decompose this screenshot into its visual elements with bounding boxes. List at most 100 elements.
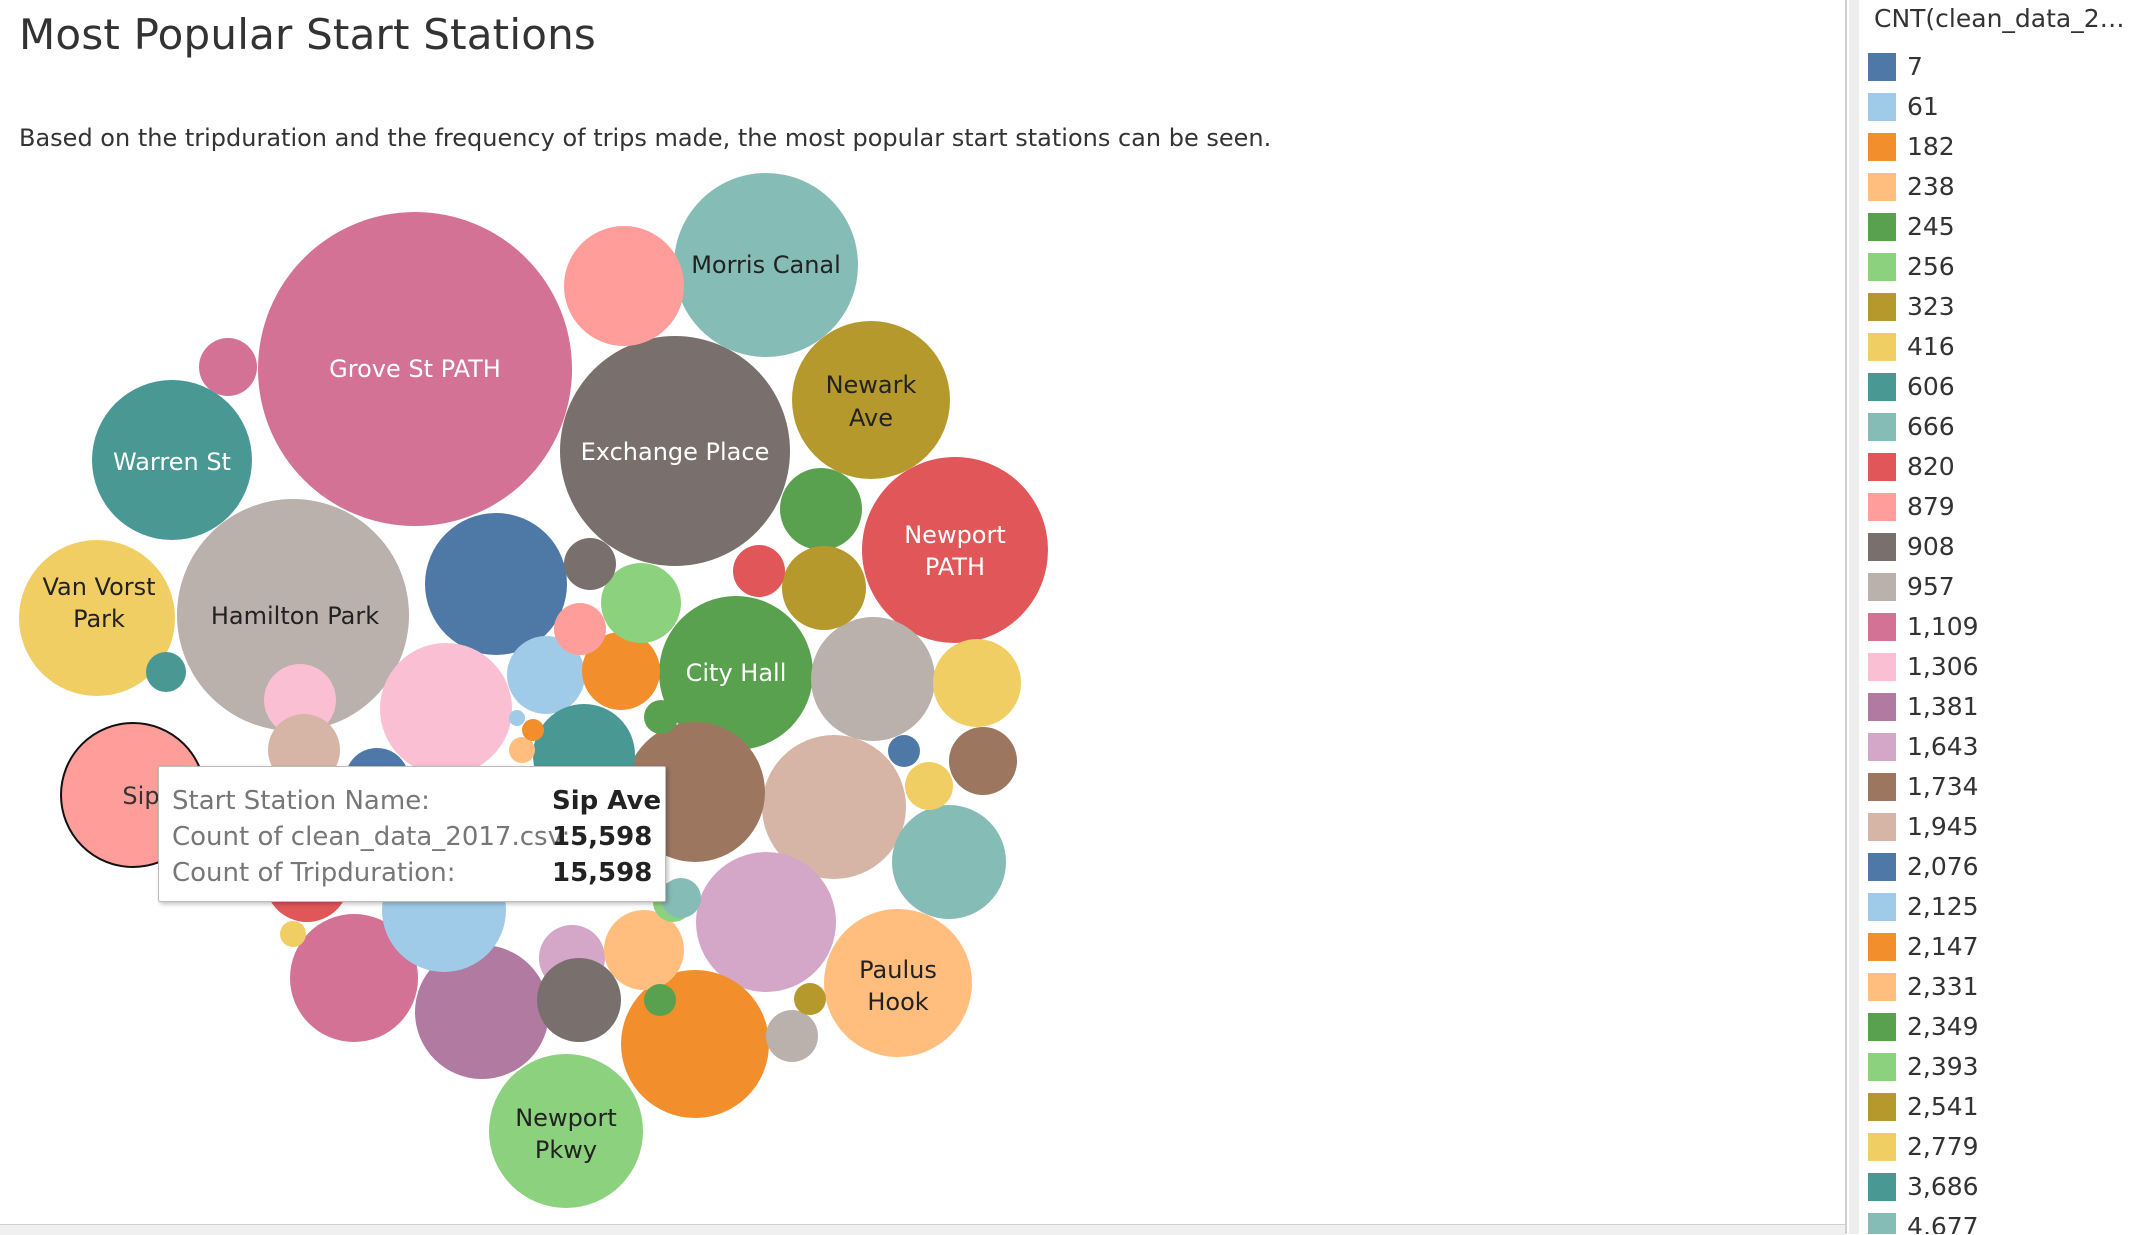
legend-swatch bbox=[1868, 133, 1896, 161]
legend-label: 2,125 bbox=[1907, 892, 1979, 921]
bubble-exchange-place[interactable] bbox=[560, 336, 790, 566]
legend-label: 1,643 bbox=[1907, 732, 1979, 761]
legend-label: 1,381 bbox=[1907, 692, 1979, 721]
legend-swatch bbox=[1868, 1053, 1896, 1081]
bubble-label: Hook bbox=[867, 988, 928, 1016]
bubble-label: Newport bbox=[904, 521, 1006, 549]
bubble[interactable] bbox=[811, 617, 935, 741]
legend-label: 1,306 bbox=[1907, 652, 1979, 681]
bubble[interactable] bbox=[644, 700, 678, 734]
legend-swatch bbox=[1868, 613, 1896, 641]
legend-label: 416 bbox=[1907, 332, 1955, 361]
bubble-hamilton-park[interactable] bbox=[177, 499, 409, 731]
bubble-city-hall[interactable] bbox=[659, 596, 813, 750]
tooltip-key: Start Station Name: bbox=[172, 786, 430, 816]
bubble[interactable] bbox=[522, 719, 544, 741]
bubble[interactable] bbox=[888, 735, 920, 767]
legend-swatch bbox=[1868, 693, 1896, 721]
bubble[interactable] bbox=[425, 513, 567, 655]
bubble-label: Grove St PATH bbox=[329, 355, 501, 383]
bubble[interactable] bbox=[290, 914, 418, 1042]
legend-swatch bbox=[1868, 1133, 1896, 1161]
legend-swatch bbox=[1868, 493, 1896, 521]
bubble[interactable] bbox=[507, 636, 585, 714]
bubble-label: Pkwy bbox=[535, 1136, 597, 1164]
bubble[interactable] bbox=[905, 762, 953, 810]
legend-swatch bbox=[1868, 213, 1896, 241]
bubble[interactable] bbox=[644, 984, 676, 1016]
bubble-label: Paulus bbox=[859, 956, 937, 984]
bubble[interactable] bbox=[733, 545, 785, 597]
bubble[interactable] bbox=[509, 710, 525, 726]
bubble[interactable] bbox=[766, 1010, 818, 1062]
legend-label: 245 bbox=[1907, 212, 1955, 241]
color-legend[interactable]: CNT(clean_data_2017... 7 61 182 238 245 256 32… bbox=[1845, 0, 2140, 1234]
bubble[interactable] bbox=[782, 546, 866, 630]
horizontal-scrollbar[interactable] bbox=[0, 1224, 1845, 1235]
bubble[interactable] bbox=[621, 970, 769, 1118]
bubble-label: Van Vorst bbox=[42, 573, 155, 601]
bubble[interactable] bbox=[564, 226, 684, 346]
bubble[interactable] bbox=[933, 639, 1021, 727]
bubble-paulus-hook[interactable] bbox=[824, 909, 972, 1057]
legend-swatch bbox=[1868, 333, 1896, 361]
legend-label: 908 bbox=[1907, 532, 1955, 561]
legend-label: 2,331 bbox=[1907, 972, 1979, 1001]
bubble[interactable] bbox=[537, 958, 621, 1042]
legend-swatch bbox=[1868, 733, 1896, 761]
legend-swatch bbox=[1868, 1093, 1896, 1121]
tooltip-value: 15,598 bbox=[552, 822, 653, 852]
legend-label: 2,147 bbox=[1907, 932, 1979, 961]
bubble-newport-pkwy[interactable] bbox=[489, 1054, 643, 1208]
bubble-label: Morris Canal bbox=[691, 251, 841, 279]
legend-swatch bbox=[1868, 1213, 1896, 1234]
bubble-warren-st[interactable] bbox=[92, 380, 252, 540]
tooltip-value: 15,598 bbox=[552, 858, 653, 888]
dashboard-description: Based on the tripduration and the freque… bbox=[19, 124, 1272, 152]
legend-swatch bbox=[1868, 813, 1896, 841]
bubble-newark-ave[interactable] bbox=[792, 321, 950, 479]
bubble[interactable] bbox=[949, 727, 1017, 795]
tooltip-row-tripduration: Count of Tripduration: 15,598 bbox=[172, 855, 665, 891]
bubble-label: Newark bbox=[826, 371, 917, 399]
bubble[interactable] bbox=[794, 983, 826, 1015]
legend-label: 1,734 bbox=[1907, 772, 1979, 801]
dashboard-title: Most Popular Start Stations bbox=[19, 10, 597, 59]
legend-label: 820 bbox=[1907, 452, 1955, 481]
bubble[interactable] bbox=[146, 652, 186, 692]
bubble[interactable] bbox=[661, 878, 701, 918]
bubble-chart: Grove St PATH Exchange Place Sip Hamilton P… bbox=[19, 173, 1048, 1208]
bubble-label: PATH bbox=[925, 553, 985, 581]
bubble[interactable] bbox=[280, 921, 306, 947]
bubble-label: Park bbox=[73, 605, 125, 633]
legend-swatch bbox=[1868, 53, 1896, 81]
legend-label: 2,393 bbox=[1907, 1052, 1979, 1081]
legend-label: 3,686 bbox=[1907, 1172, 1979, 1201]
bubble-morris-canal[interactable] bbox=[674, 173, 858, 357]
legend-swatch bbox=[1868, 893, 1896, 921]
bubble-van-vorst-park[interactable] bbox=[19, 540, 175, 696]
bubble[interactable] bbox=[509, 737, 535, 763]
legend-swatch bbox=[1868, 853, 1896, 881]
bubble[interactable] bbox=[415, 945, 549, 1079]
legend-swatch bbox=[1868, 93, 1896, 121]
bubble[interactable] bbox=[892, 805, 1006, 919]
bubble[interactable] bbox=[601, 563, 681, 643]
legend-label: 2,779 bbox=[1907, 1132, 1979, 1161]
bubble[interactable] bbox=[762, 735, 906, 879]
legend-label: 323 bbox=[1907, 292, 1955, 321]
bubble[interactable] bbox=[380, 643, 512, 775]
bubble-newport-path[interactable] bbox=[862, 457, 1048, 643]
bubble[interactable] bbox=[604, 910, 684, 990]
bubble[interactable] bbox=[696, 852, 836, 992]
bubble[interactable] bbox=[564, 538, 616, 590]
tooltip-value: Sip Ave bbox=[552, 786, 662, 816]
bubble[interactable] bbox=[780, 468, 862, 550]
bubble[interactable] bbox=[582, 632, 660, 710]
bubble[interactable] bbox=[199, 338, 257, 396]
bubble[interactable] bbox=[554, 603, 606, 655]
legend-scrollbar[interactable] bbox=[1849, 0, 1859, 1234]
bubble-label: Sip bbox=[122, 782, 159, 810]
legend-label: 256 bbox=[1907, 252, 1955, 281]
bubble-grove-st-path[interactable] bbox=[258, 212, 572, 526]
